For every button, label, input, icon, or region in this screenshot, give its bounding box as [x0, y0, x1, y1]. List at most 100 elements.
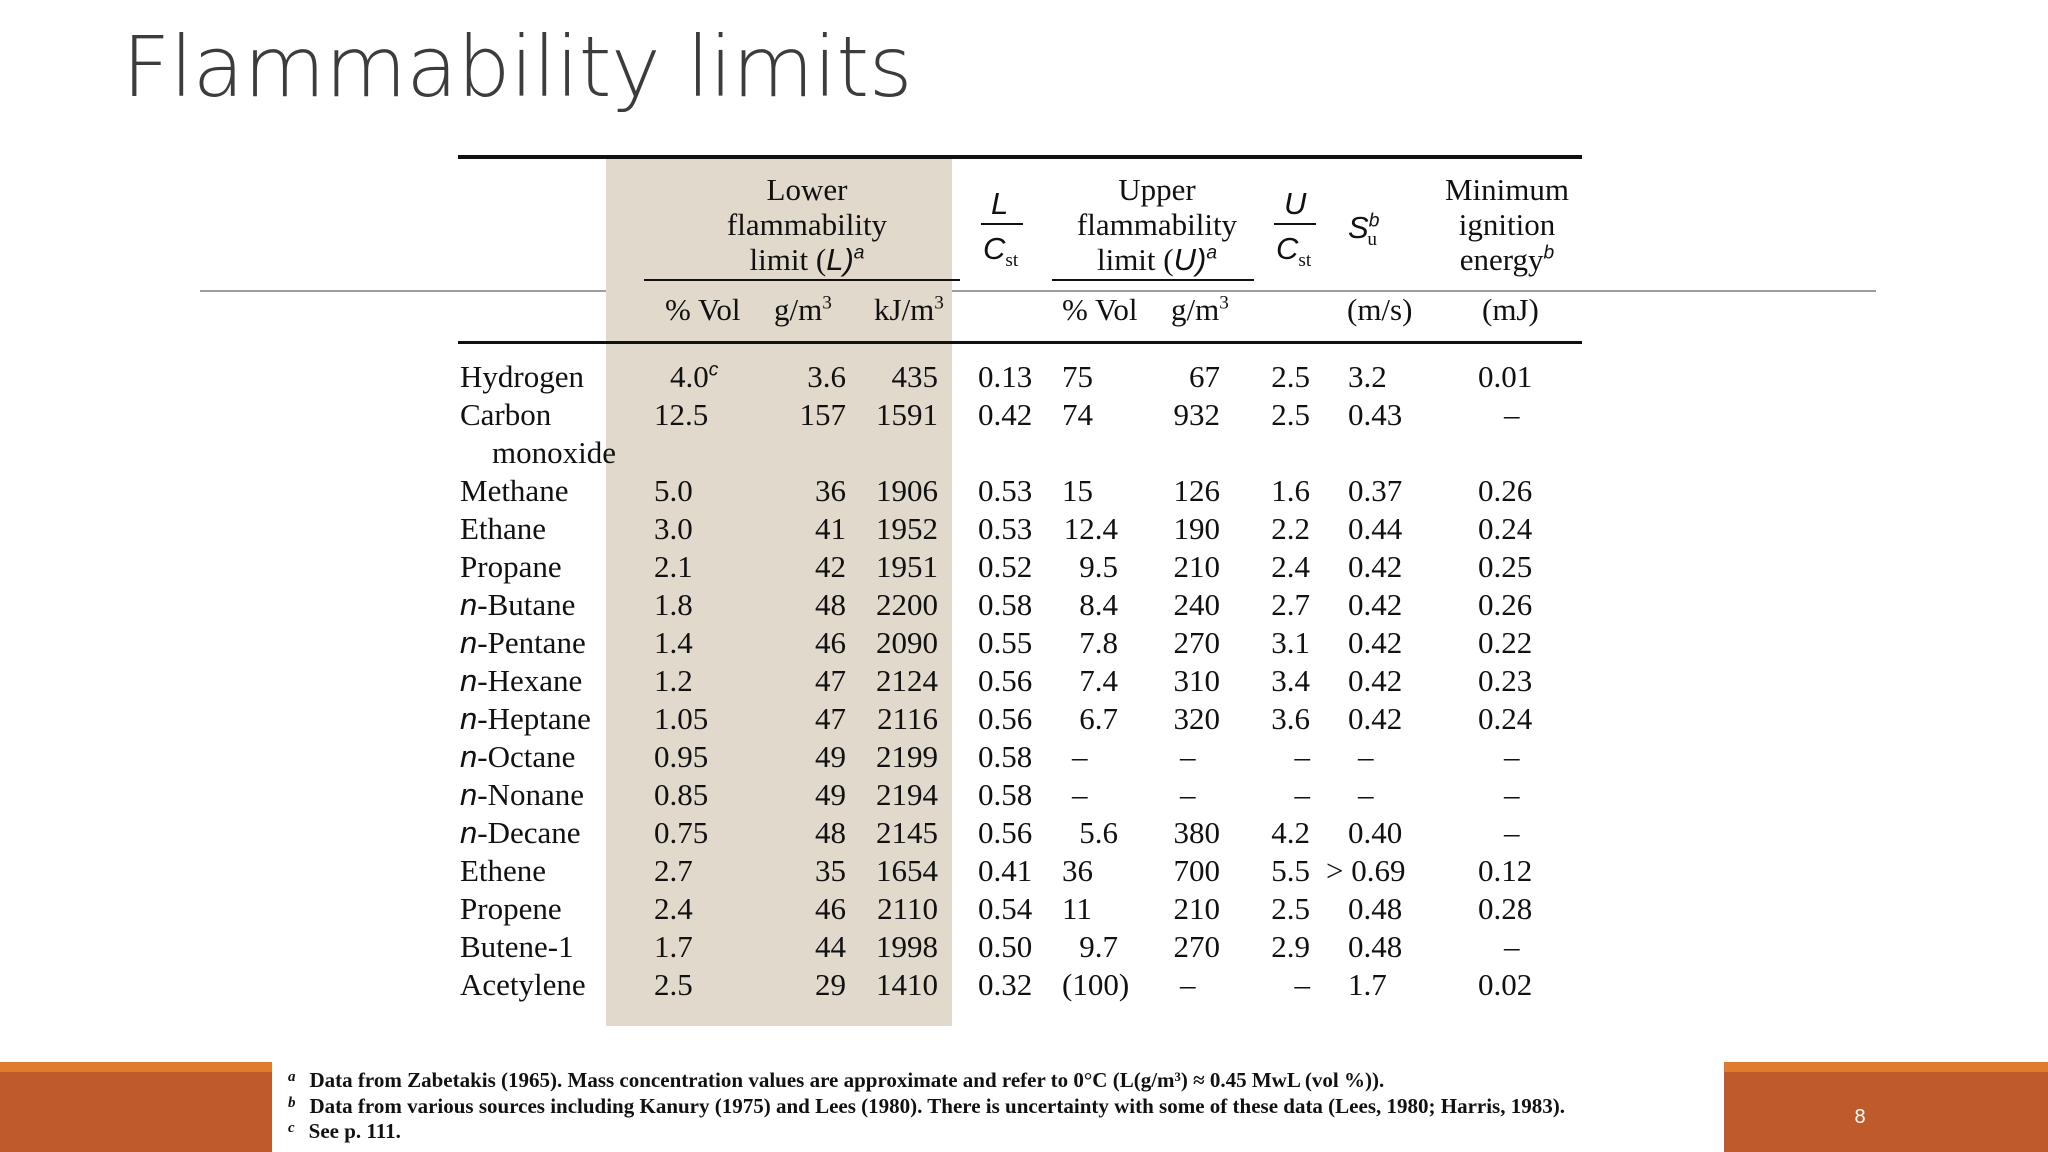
cell-uvol: 9.5	[1079, 549, 1118, 584]
unit-vol-lower: % Vol	[665, 292, 741, 327]
cell-lvol: 12.5	[654, 397, 709, 432]
cell-lvol: 4.0c	[670, 359, 719, 394]
cell-su: 0.42	[1348, 625, 1403, 660]
cell-lc: 0.53	[978, 473, 1033, 508]
cell-lvol: 0.75	[654, 815, 709, 850]
cell-e: –	[1504, 739, 1520, 774]
cell-ug: 700	[1173, 853, 1221, 888]
row-name: n-Butane	[460, 587, 576, 622]
cell-e: 0.25	[1478, 549, 1533, 584]
cell-lg: 36	[815, 473, 846, 508]
cell-lvol: 2.1	[654, 549, 693, 584]
cell-ug: –	[1180, 967, 1196, 1002]
cell-e: –	[1504, 815, 1520, 850]
cell-ug: –	[1180, 777, 1196, 812]
cell-lc: 0.56	[978, 663, 1033, 698]
cell-lkj: 1654	[876, 853, 938, 888]
cell-lg: 49	[815, 739, 846, 774]
lower-group-rule	[644, 279, 960, 281]
cell-uc: 2.2	[1271, 511, 1310, 546]
unit-ms: (m/s)	[1347, 292, 1413, 327]
cell-uc: 2.4	[1271, 549, 1310, 584]
cell-lg: 46	[815, 891, 846, 926]
cell-su: –	[1358, 777, 1374, 812]
cell-su: 0.40	[1348, 815, 1403, 850]
row-name: n-Octane	[460, 739, 576, 774]
cell-e: 0.12	[1478, 853, 1533, 888]
cell-lg: 42	[815, 549, 846, 584]
cell-ug: 270	[1173, 625, 1221, 660]
cell-lc: 0.58	[978, 739, 1033, 774]
row-name: n-Decane	[460, 815, 581, 850]
row-name: Hydrogen	[460, 359, 584, 394]
cell-su: 0.43	[1348, 397, 1403, 432]
cell-uc: 2.5	[1271, 359, 1310, 394]
row-name: Ethene	[460, 853, 547, 888]
cell-lkj: 1998	[876, 929, 938, 964]
cell-lvol: 1.8	[654, 587, 693, 622]
cell-ug: 210	[1173, 891, 1221, 926]
unit-kjm3: kJ/m3	[874, 292, 944, 327]
cell-lvol: 1.05	[654, 701, 709, 736]
cell-uvol: 75	[1062, 359, 1093, 394]
lower-limit-header: Lower flammability limit (L)a	[726, 172, 888, 277]
footnotes-panel	[272, 1062, 1724, 1152]
cell-lg: 29	[815, 967, 846, 1002]
row-name: n-Pentane	[460, 625, 586, 660]
cell-uvol: –	[1072, 777, 1088, 812]
su-header: Sbu	[1348, 210, 1380, 251]
cell-lc: 0.55	[978, 625, 1033, 660]
cell-uvol: 7.4	[1079, 663, 1118, 698]
cell-uc: 1.6	[1271, 473, 1310, 508]
cell-lvol: 1.7	[654, 929, 693, 964]
cell-lg: 46	[815, 625, 846, 660]
cell-lvol: 5.0	[654, 473, 693, 508]
title-divider	[200, 290, 1876, 292]
cell-lkj: 2145	[876, 815, 938, 850]
cell-lkj: 1591	[876, 397, 938, 432]
row-name: Propene	[460, 891, 562, 926]
row-name: n-Nonane	[460, 777, 584, 812]
cell-lkj: 2199	[876, 739, 938, 774]
cell-uc: 2.5	[1271, 397, 1310, 432]
cell-uvol: 11	[1062, 891, 1092, 926]
row-name: Ethane	[460, 511, 547, 546]
cell-uc: –	[1294, 967, 1311, 1002]
cell-lkj: 2194	[876, 777, 938, 812]
cell-e: 0.22	[1478, 625, 1533, 660]
cell-lkj: 2090	[876, 625, 938, 660]
cell-lkj: 2124	[876, 663, 938, 698]
cell-ug: 380	[1173, 815, 1221, 850]
cell-lc: 0.58	[978, 777, 1033, 812]
row-name-continued: monoxide	[492, 435, 616, 470]
cell-lg: 44	[815, 929, 846, 964]
upper-limit-header: Upper flammability limit (U)a	[1076, 172, 1238, 277]
cell-lc: 0.58	[978, 587, 1033, 622]
cell-su: –	[1358, 739, 1374, 774]
cell-lvol: 1.2	[654, 663, 693, 698]
cell-su: 0.42	[1348, 587, 1403, 622]
row-name: n-Hexane	[460, 663, 583, 698]
cell-su: 0.48	[1348, 929, 1403, 964]
cell-lc: 0.32	[978, 967, 1033, 1002]
cell-uc: 2.7	[1271, 587, 1310, 622]
cell-lg: 48	[815, 815, 846, 850]
cell-e: –	[1504, 397, 1520, 432]
footnote-a: a Data from Zabetakis (1965). Mass concen…	[288, 1068, 1385, 1092]
cell-lc: 0.52	[978, 549, 1033, 584]
cell-lkj: 1906	[876, 473, 938, 508]
lower-limit-shading	[606, 158, 952, 1026]
cell-lg: 41	[815, 511, 846, 546]
page-number: 8	[1854, 1106, 1866, 1128]
cell-ug: 67	[1189, 359, 1220, 394]
cell-lvol: 2.7	[654, 853, 693, 888]
cell-uc: –	[1294, 739, 1311, 774]
cell-e: 0.02	[1478, 967, 1533, 1002]
cell-lg: 47	[815, 701, 846, 736]
cell-lg: 157	[799, 397, 847, 432]
cell-ug: 240	[1173, 587, 1221, 622]
footnote-c: c See p. 111.	[288, 1119, 401, 1143]
min-ignition-header: Minimum ignition energyb	[1444, 172, 1569, 277]
cell-ug: 932	[1173, 397, 1221, 432]
cell-lkj: 1952	[876, 511, 938, 546]
